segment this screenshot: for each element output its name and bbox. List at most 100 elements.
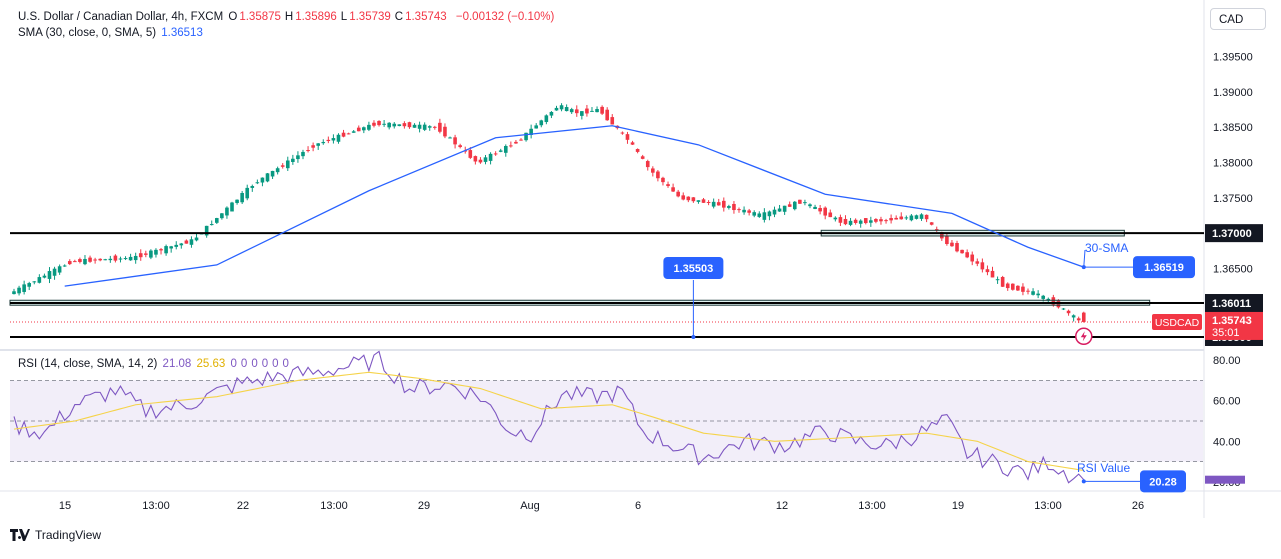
candle-body[interactable] bbox=[169, 246, 173, 249]
candle-body[interactable] bbox=[1081, 312, 1086, 322]
candle-body[interactable] bbox=[397, 124, 402, 127]
candle-body[interactable] bbox=[493, 153, 498, 155]
rsi-label[interactable]: RSI (14, close, SMA, 14, 2) bbox=[18, 358, 158, 370]
candle-body[interactable] bbox=[798, 199, 802, 204]
candle-body[interactable] bbox=[336, 134, 341, 142]
candle-body[interactable] bbox=[808, 204, 812, 207]
candle-body[interactable] bbox=[260, 177, 265, 183]
candle-body[interactable] bbox=[554, 107, 559, 111]
candle-body[interactable] bbox=[509, 145, 513, 147]
candle-body[interactable] bbox=[539, 120, 544, 126]
candle-body[interactable] bbox=[945, 236, 949, 244]
candle-body[interactable] bbox=[519, 139, 523, 141]
candle-body[interactable] bbox=[377, 120, 381, 126]
candle-body[interactable] bbox=[985, 269, 990, 273]
candle-body[interactable] bbox=[1051, 297, 1056, 305]
candle-body[interactable] bbox=[1000, 277, 1005, 287]
candle-body[interactable] bbox=[1021, 286, 1025, 292]
candle-body[interactable] bbox=[995, 279, 1000, 281]
candle-body[interactable] bbox=[128, 256, 133, 261]
candle-body[interactable] bbox=[919, 214, 924, 219]
rsi-ma-line[interactable] bbox=[13, 371, 1084, 471]
candle-body[interactable] bbox=[73, 261, 77, 263]
candle-body[interactable] bbox=[833, 217, 838, 220]
candle-body[interactable] bbox=[676, 191, 680, 197]
candle-body[interactable] bbox=[301, 151, 305, 157]
candle-body[interactable] bbox=[362, 127, 366, 131]
candle-body[interactable] bbox=[813, 206, 817, 210]
candle-body[interactable] bbox=[640, 156, 645, 159]
candle-body[interactable] bbox=[970, 254, 975, 262]
candle-body[interactable] bbox=[179, 243, 184, 246]
candle-body[interactable] bbox=[88, 257, 92, 262]
candle-body[interactable] bbox=[67, 261, 72, 265]
candle-body[interactable] bbox=[544, 115, 549, 123]
candle-body[interactable] bbox=[17, 287, 21, 294]
candle-body[interactable] bbox=[747, 210, 751, 213]
candle-body[interactable] bbox=[529, 128, 533, 135]
rsi-value-box[interactable] bbox=[1140, 470, 1186, 493]
candle-body[interactable] bbox=[1026, 290, 1030, 292]
candle-body[interactable] bbox=[12, 291, 16, 295]
candle-body[interactable] bbox=[83, 258, 87, 265]
candle-body[interactable] bbox=[22, 284, 26, 292]
candle-body[interactable] bbox=[32, 281, 37, 283]
candle-body[interactable] bbox=[225, 207, 229, 216]
candle-body[interactable] bbox=[858, 220, 863, 224]
candle-body[interactable] bbox=[103, 259, 108, 261]
candle-body[interactable] bbox=[574, 109, 579, 114]
candle-body[interactable] bbox=[1061, 308, 1066, 310]
candle-body[interactable] bbox=[503, 145, 508, 153]
candle-body[interactable] bbox=[387, 122, 391, 128]
candle-body[interactable] bbox=[909, 215, 914, 221]
candle-body[interactable] bbox=[351, 131, 356, 133]
candle-body[interactable] bbox=[929, 222, 934, 225]
candle-body[interactable] bbox=[417, 124, 422, 129]
candle-body[interactable] bbox=[113, 255, 118, 261]
candle-body[interactable] bbox=[164, 246, 168, 254]
candle-body[interactable] bbox=[823, 207, 827, 216]
candle-body[interactable] bbox=[651, 168, 655, 173]
candle-body[interactable] bbox=[605, 109, 609, 121]
candle-body[interactable] bbox=[422, 124, 427, 130]
candle-body[interactable] bbox=[275, 168, 280, 173]
candle-body[interactable] bbox=[737, 209, 741, 211]
candle-body[interactable] bbox=[316, 143, 320, 146]
candle-body[interactable] bbox=[240, 192, 244, 203]
candle-body[interactable] bbox=[1016, 285, 1020, 291]
candle-body[interactable] bbox=[777, 208, 782, 212]
candle-body[interactable] bbox=[661, 177, 665, 183]
candle-body[interactable] bbox=[356, 127, 361, 132]
candle-body[interactable] bbox=[78, 259, 82, 262]
candle-body[interactable] bbox=[965, 252, 969, 258]
candle-body[interactable] bbox=[438, 122, 442, 132]
candle-body[interactable] bbox=[346, 133, 351, 135]
candle-body[interactable] bbox=[818, 208, 822, 212]
candle-body[interactable] bbox=[392, 123, 397, 127]
candle-body[interactable] bbox=[27, 283, 32, 287]
candle-body[interactable] bbox=[296, 155, 300, 160]
candle-body[interactable] bbox=[686, 196, 691, 201]
candle-body[interactable] bbox=[311, 145, 315, 148]
candle-body[interactable] bbox=[514, 141, 518, 144]
candle-body[interactable] bbox=[681, 195, 686, 200]
candle-body[interactable] bbox=[1036, 293, 1040, 296]
candle-body[interactable] bbox=[757, 213, 762, 217]
candle-body[interactable] bbox=[483, 157, 488, 162]
candle-body[interactable] bbox=[367, 124, 371, 130]
candle-body[interactable] bbox=[306, 150, 310, 152]
candle-body[interactable] bbox=[635, 149, 640, 152]
candle-body[interactable] bbox=[904, 217, 909, 219]
candle-body[interactable] bbox=[752, 212, 757, 216]
candle-body[interactable] bbox=[1041, 295, 1046, 299]
candle-body[interactable] bbox=[559, 105, 564, 110]
candle-body[interactable] bbox=[564, 107, 569, 112]
candle-body[interactable] bbox=[975, 261, 980, 264]
candle-body[interactable] bbox=[498, 150, 503, 152]
candle-body[interactable] bbox=[118, 258, 123, 260]
candle-body[interactable] bbox=[1071, 315, 1076, 318]
candle-body[interactable] bbox=[863, 218, 868, 224]
candle-body[interactable] bbox=[727, 206, 731, 208]
candle-body[interactable] bbox=[803, 202, 807, 204]
candle-body[interactable] bbox=[326, 139, 331, 142]
